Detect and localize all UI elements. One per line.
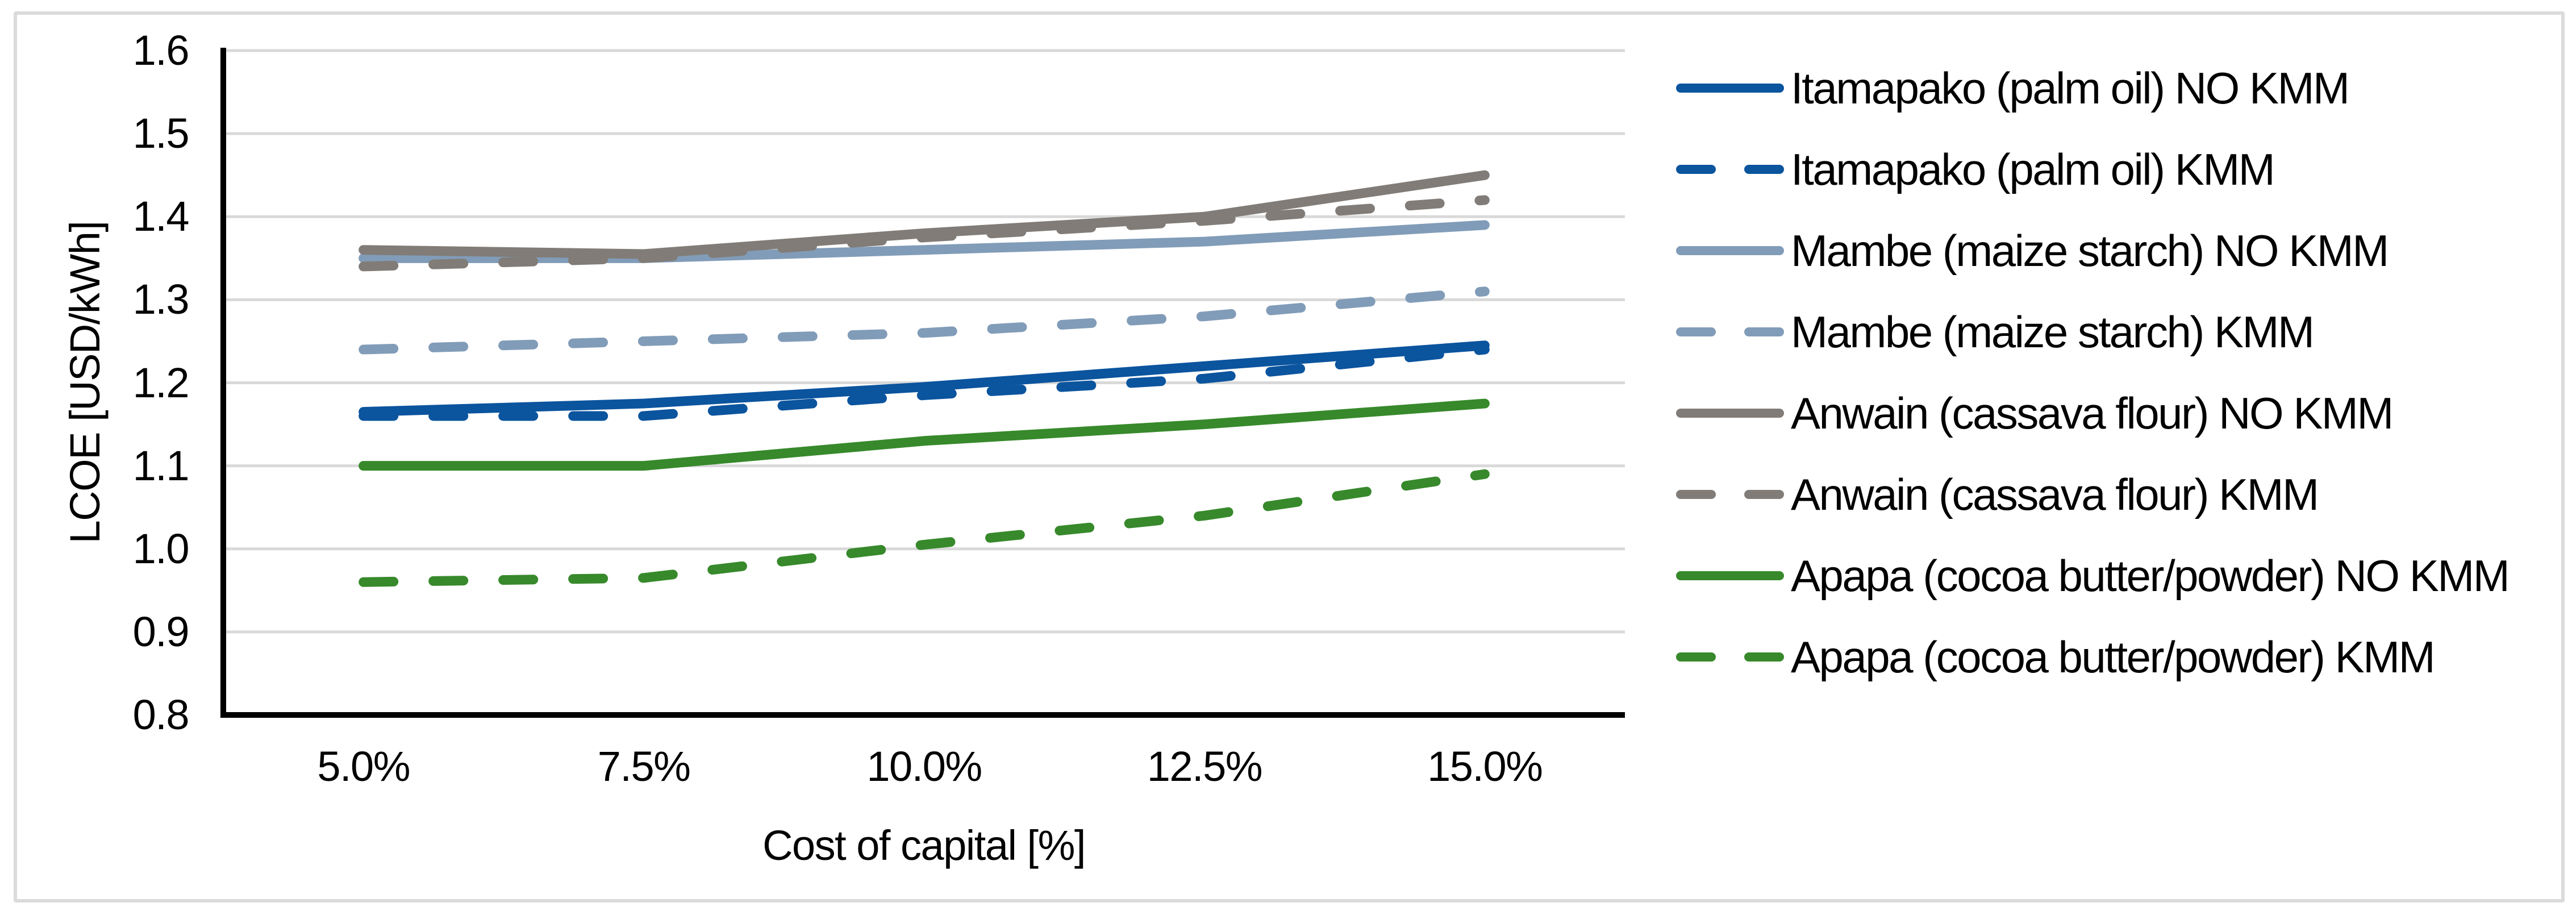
series-line	[359, 344, 1490, 421]
legend-solid-line-swatch	[1676, 246, 1784, 255]
legend-item: Apapa (cocoa butter/powder) KMM	[1676, 629, 2436, 685]
legend-label: Anwain (cassava flour) NO KMM	[1791, 388, 2394, 438]
legend-item: Itamapako (palm oil) KMM	[1676, 141, 2275, 198]
y-tick-label: 1.2	[132, 359, 190, 406]
x-tick-label: 7.5%	[597, 743, 691, 790]
y-tick-label: 0.8	[132, 691, 190, 738]
legend-label: Apapa (cocoa butter/powder) NO KMM	[1791, 551, 2510, 601]
legend-label: Itamapako (palm oil) KMM	[1791, 144, 2275, 194]
series-line	[359, 340, 1490, 417]
legend-solid-line-swatch	[1676, 571, 1784, 580]
y-tick-label: 1.5	[132, 110, 190, 157]
y-tick-label: 1.4	[132, 193, 190, 240]
y-tick-label: 1.3	[132, 276, 190, 323]
legend-solid-line-swatch	[1676, 409, 1784, 418]
legend-dashed-line-swatch	[1676, 490, 1784, 499]
legend-label: Itamapako (palm oil) NO KMM	[1791, 63, 2350, 113]
legend-solid-line-swatch	[1676, 84, 1784, 93]
legend-label: Mambe (maize starch) KMM	[1791, 307, 2315, 357]
legend-dashed-line-swatch	[1676, 652, 1784, 662]
y-tick-label: 0.9	[132, 608, 190, 655]
y-tick-label: 1.0	[132, 525, 190, 572]
series-line	[359, 398, 1490, 471]
legend-item: Mambe (maize starch) KMM	[1676, 303, 2315, 360]
series-line	[359, 195, 1490, 272]
legend-label: Apapa (cocoa butter/powder) KMM	[1791, 632, 2436, 682]
legend-item: Itamapako (palm oil) NO KMM	[1676, 60, 2350, 117]
x-tick-label: 15.0%	[1427, 743, 1543, 790]
x-tick-label: 12.5%	[1147, 743, 1263, 790]
legend-item: Anwain (cassava flour) KMM	[1676, 466, 2319, 523]
x-axis-title: Cost of capital [%]	[762, 822, 1086, 869]
y-axis-title: LCOE [USD/kWh]	[61, 221, 109, 544]
legend-dashed-line-swatch	[1676, 165, 1784, 174]
legend-label: Anwain (cassava flour) KMM	[1791, 469, 2319, 519]
legend-item: Apapa (cocoa butter/powder) NO KMM	[1676, 547, 2510, 604]
legend-label: Mambe (maize starch) NO KMM	[1791, 226, 2389, 276]
x-tick-label: 5.0%	[317, 743, 410, 790]
y-tick-label: 1.1	[132, 442, 190, 489]
x-tick-label: 10.0%	[866, 743, 982, 790]
series-line	[359, 220, 1490, 263]
legend-dashed-line-swatch	[1676, 327, 1784, 336]
series-line	[359, 286, 1490, 355]
series-line	[359, 469, 1490, 587]
y-tick-label: 1.6	[132, 27, 190, 74]
legend-item: Anwain (cassava flour) NO KMM	[1676, 385, 2394, 442]
legend-item: Mambe (maize starch) NO KMM	[1676, 222, 2389, 279]
